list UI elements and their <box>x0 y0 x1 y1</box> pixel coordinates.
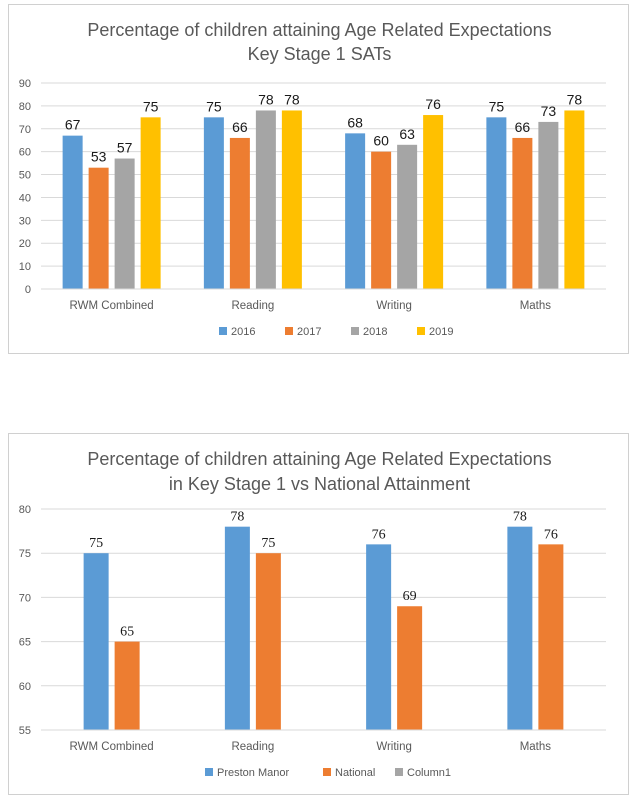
chart2-data-label: 76 <box>372 527 386 542</box>
chart2-data-label: 78 <box>513 510 527 525</box>
chart1-data-label: 76 <box>425 96 441 112</box>
chart1-bar <box>423 115 444 290</box>
chart1-y-tick-label: 30 <box>19 215 31 227</box>
chart1-bar <box>255 110 276 289</box>
chart-ks1-vs-national-svg: Percentage of children attaining Age Rel… <box>19 449 606 779</box>
chart1-title-line-1: Percentage of children attaining Age Rel… <box>87 20 551 40</box>
chart1-data-label: 73 <box>541 103 557 119</box>
chart-ks1-sats: Percentage of children attaining Age Rel… <box>8 4 629 354</box>
chart2-bar <box>224 526 250 730</box>
chart1-bar <box>564 110 585 289</box>
chart1-bar <box>486 117 507 289</box>
chart1-legend-label: 2018 <box>363 326 387 338</box>
chart2-bar <box>397 606 423 730</box>
chart1-data-label: 57 <box>117 140 133 156</box>
chart1-legend-swatch <box>285 327 293 335</box>
chart1-y-tick-label: 10 <box>19 261 31 273</box>
chart2-legend-swatch <box>395 768 403 776</box>
chart2-title-line-2: in Key Stage 1 vs National Attainment <box>169 474 470 494</box>
chart1-legend-label: 2016 <box>231 326 255 338</box>
chart1-data-label: 53 <box>91 149 107 165</box>
chart1-bar <box>229 137 250 289</box>
chart2-category-label: Reading <box>231 741 274 753</box>
chart1-bar <box>512 137 533 289</box>
chart2-data-label: 78 <box>230 510 244 525</box>
chart1-category-label: Writing <box>376 300 412 312</box>
chart2-legend-swatch <box>205 768 213 776</box>
chart2-data-label: 75 <box>89 536 103 551</box>
chart1-data-label: 75 <box>206 98 222 114</box>
chart1-bar <box>281 110 302 289</box>
chart2-legend-swatch <box>323 768 331 776</box>
chart1-y-tick-label: 40 <box>19 192 31 204</box>
chart2-y-tick-label: 75 <box>19 548 31 560</box>
chart1-y-tick-label: 80 <box>19 101 31 113</box>
chart1-bar <box>345 133 366 289</box>
chart2-bar <box>83 553 109 730</box>
chart1-data-label: 60 <box>373 133 389 149</box>
chart-ks1-vs-national: Percentage of children attaining Age Rel… <box>8 433 629 795</box>
chart1-category-label: Maths <box>520 300 552 312</box>
chart2-y-tick-label: 55 <box>19 725 31 737</box>
chart1-legend-swatch <box>417 327 425 335</box>
chart2-data-label: 69 <box>403 589 417 604</box>
chart1-bar <box>397 144 418 289</box>
chart1-data-label: 78 <box>284 91 300 107</box>
chart1-y-tick-label: 20 <box>19 238 31 250</box>
chart2-legend-label: Column1 <box>407 767 451 779</box>
chart1-bar <box>371 151 392 289</box>
chart1-title-line-2: Key Stage 1 SATs <box>248 44 392 64</box>
chart2-y-tick-label: 80 <box>19 504 31 516</box>
chart2-bar <box>255 553 281 730</box>
chart2-y-tick-label: 65 <box>19 637 31 649</box>
chart2-bar <box>507 526 533 730</box>
chart2-y-tick-label: 60 <box>19 681 31 693</box>
chart1-bar <box>114 158 135 289</box>
chart1-bar <box>88 167 109 289</box>
chart1-data-label: 66 <box>232 119 248 135</box>
chart1-bar <box>140 117 161 289</box>
chart1-data-label: 78 <box>567 91 583 107</box>
chart1-legend-label: 2019 <box>429 326 453 338</box>
chart2-legend-label: National <box>335 767 375 779</box>
chart1-category-label: RWM Combined <box>70 300 154 312</box>
chart2-data-label: 75 <box>261 536 275 551</box>
chart1-data-label: 68 <box>347 114 363 130</box>
chart1-legend-swatch <box>351 327 359 335</box>
chart2-category-label: Maths <box>520 741 552 753</box>
chart2-category-label: Writing <box>376 741 412 753</box>
chart1-data-label: 78 <box>258 91 274 107</box>
chart1-y-tick-label: 70 <box>19 124 31 136</box>
chart2-legend-label: Preston Manor <box>217 767 289 779</box>
chart2-category-label: RWM Combined <box>70 741 154 753</box>
chart1-legend-label: 2017 <box>297 326 321 338</box>
chart2-bar <box>538 544 564 730</box>
chart1-y-tick-label: 90 <box>19 78 31 90</box>
chart2-title-line-1: Percentage of children attaining Age Rel… <box>87 449 551 469</box>
chart1-bar <box>538 121 559 290</box>
chart2-data-label: 65 <box>120 625 134 640</box>
chart1-data-label: 75 <box>489 98 505 114</box>
chart1-data-label: 75 <box>143 98 159 114</box>
chart1-data-label: 63 <box>399 126 415 142</box>
chart2-bar <box>366 544 392 730</box>
chart1-y-tick-label: 60 <box>19 147 31 159</box>
chart1-data-label: 66 <box>515 119 531 135</box>
chart2-bar <box>114 641 140 730</box>
chart2-data-label: 76 <box>544 527 558 542</box>
chart1-category-label: Reading <box>231 300 274 312</box>
chart1-bar <box>62 135 83 289</box>
chart1-y-tick-label: 0 <box>25 284 31 296</box>
chart1-data-label: 67 <box>65 117 81 133</box>
chart1-legend-swatch <box>219 327 227 335</box>
chart-ks1-sats-svg: Percentage of children attaining Age Rel… <box>19 20 606 338</box>
chart1-bar <box>203 117 224 289</box>
chart1-y-tick-label: 50 <box>19 170 31 182</box>
chart2-y-tick-label: 70 <box>19 592 31 604</box>
